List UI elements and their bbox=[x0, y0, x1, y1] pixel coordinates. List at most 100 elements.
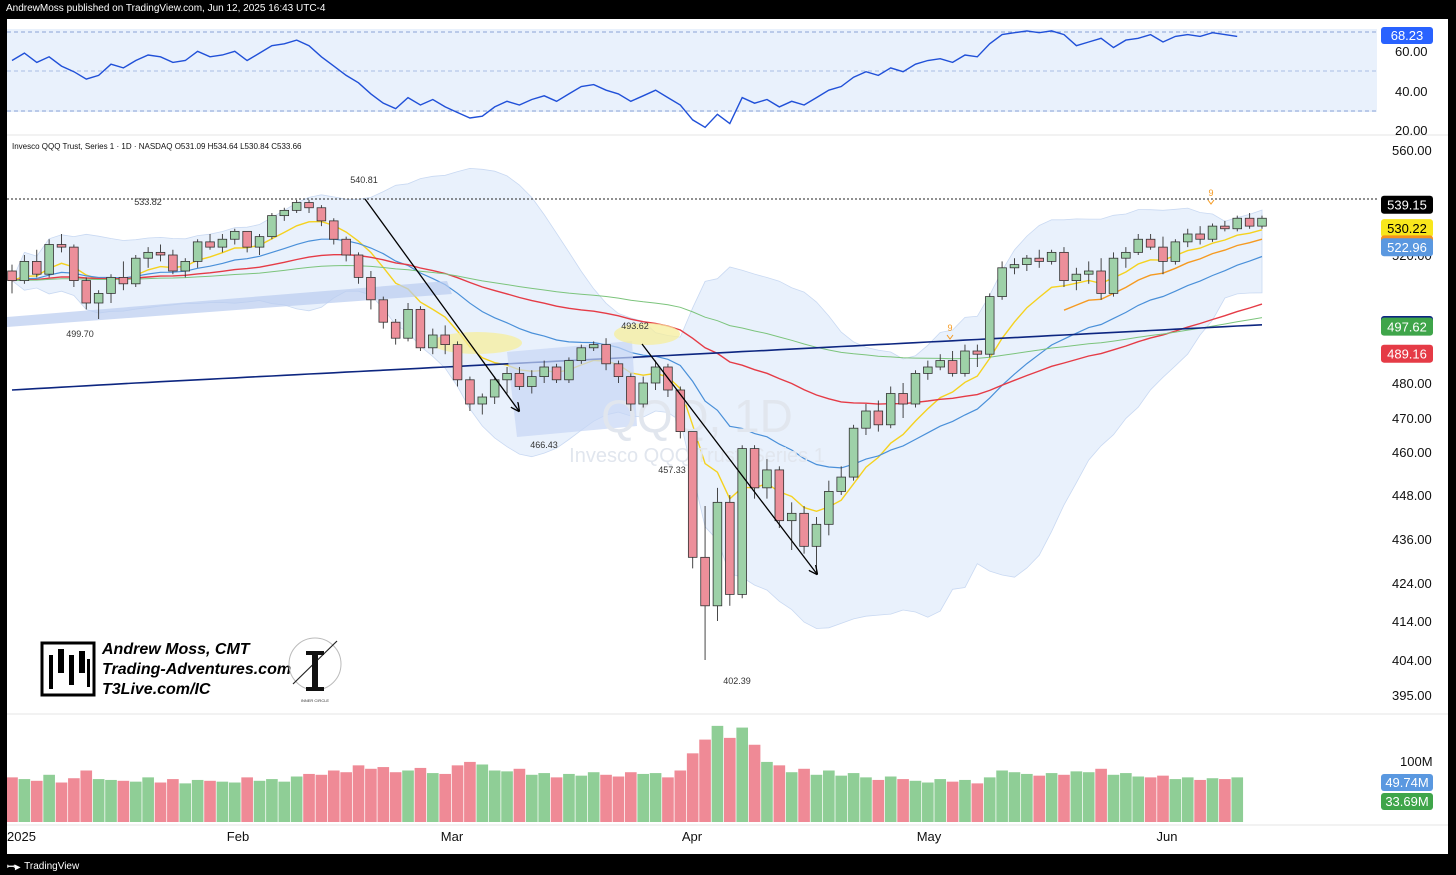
symbol-legend: Invesco QQQ Trust, Series 1 · 1D · NASDA… bbox=[12, 142, 302, 151]
chart-frame: QQQ, 1D Invesco QQQ Trust, Series 1 540.… bbox=[7, 19, 1448, 854]
candle bbox=[477, 393, 488, 415]
candle bbox=[1195, 226, 1205, 245]
moving-averages bbox=[11, 220, 1263, 513]
volume-bar bbox=[959, 779, 971, 822]
candle bbox=[539, 360, 549, 383]
candle bbox=[1183, 228, 1193, 248]
brand-site: Trading-Adventures.com bbox=[102, 661, 291, 678]
price-tag-label: 539.15 bbox=[1387, 198, 1427, 213]
candle bbox=[626, 373, 636, 411]
chart-canvas[interactable]: QQQ, 1D Invesco QQQ Trust, Series 1 540.… bbox=[7, 19, 1448, 854]
candle bbox=[836, 466, 846, 495]
candle bbox=[118, 261, 129, 291]
highlight-ellipse-2 bbox=[614, 323, 680, 345]
volume-bar bbox=[835, 775, 848, 822]
candle bbox=[19, 255, 30, 284]
volume-bar bbox=[934, 779, 947, 822]
volume-bar bbox=[451, 765, 464, 822]
price-tag: 497.62 bbox=[1381, 317, 1433, 336]
candle bbox=[279, 207, 290, 221]
candle bbox=[316, 205, 327, 227]
candle bbox=[947, 351, 958, 377]
volume-bar bbox=[1169, 779, 1182, 822]
candle bbox=[1207, 223, 1218, 242]
volume-bar bbox=[1008, 772, 1021, 822]
volume-bar bbox=[624, 772, 637, 822]
volume-bar bbox=[699, 739, 711, 822]
candle bbox=[267, 213, 277, 240]
rsi-tick-60: 60.00 bbox=[1395, 44, 1428, 59]
volume-bar bbox=[674, 770, 687, 822]
volume-bar bbox=[389, 772, 402, 822]
rsi-line bbox=[11, 30, 1238, 129]
candle bbox=[774, 466, 785, 528]
volume-bar bbox=[872, 779, 885, 822]
volume-bar bbox=[414, 767, 427, 822]
volume-bar bbox=[377, 767, 390, 822]
brand-site-2: T3Live.com/IC bbox=[102, 681, 211, 698]
volume-bar bbox=[18, 779, 31, 822]
volume-bar bbox=[1045, 773, 1058, 822]
volume-bar bbox=[587, 772, 600, 822]
candle bbox=[1158, 236, 1168, 275]
volume-bar bbox=[847, 773, 860, 822]
td-count-may: 9 bbox=[947, 323, 952, 333]
volume-bar bbox=[798, 768, 810, 822]
price-tag-label: 497.62 bbox=[1387, 320, 1427, 335]
volume-bar bbox=[1107, 774, 1120, 822]
candle bbox=[69, 244, 79, 287]
volume-bar bbox=[1144, 777, 1157, 822]
volume-bar bbox=[909, 780, 922, 822]
volume-bar bbox=[810, 774, 823, 822]
price-tick: 436.00 bbox=[1392, 532, 1432, 547]
volume-bar bbox=[426, 773, 439, 822]
volume-tag-2-label: 33.69M bbox=[1385, 794, 1428, 809]
td-arrow-may bbox=[946, 334, 954, 340]
volume-bar bbox=[612, 776, 625, 822]
candle bbox=[576, 344, 587, 364]
volume-bar bbox=[525, 774, 538, 822]
candle bbox=[1046, 249, 1057, 265]
candle bbox=[131, 255, 141, 287]
volume-bar bbox=[290, 776, 303, 822]
candle bbox=[564, 357, 574, 383]
candle bbox=[217, 234, 228, 253]
price-tick: 560.00 bbox=[1392, 143, 1432, 158]
price-tag-label: 530.22 bbox=[1387, 221, 1427, 236]
candle bbox=[960, 344, 970, 377]
candle bbox=[168, 249, 178, 275]
volume-bar bbox=[117, 780, 130, 822]
volume-bar bbox=[884, 776, 897, 822]
candle bbox=[1096, 258, 1106, 300]
volume-bar bbox=[439, 773, 451, 822]
td-count-jun: 9 bbox=[1208, 188, 1213, 198]
inner-circle-badge: INNER CIRCLE bbox=[288, 637, 342, 703]
volume-bar bbox=[761, 761, 773, 822]
time-label-apr: Apr bbox=[682, 829, 703, 844]
annotation-apr-low: 402.39 bbox=[723, 676, 751, 686]
volume-bar bbox=[637, 773, 650, 822]
price-tick: 404.00 bbox=[1392, 653, 1432, 668]
candle bbox=[1009, 258, 1020, 275]
candle bbox=[1034, 249, 1044, 268]
time-label-jun: Jun bbox=[1157, 829, 1178, 844]
badge-text: INNER CIRCLE bbox=[301, 698, 330, 703]
candle bbox=[242, 230, 252, 253]
candle bbox=[1220, 220, 1230, 232]
volume-bar bbox=[550, 777, 563, 822]
candle bbox=[799, 506, 809, 554]
time-label-feb: Feb bbox=[227, 829, 249, 844]
volume-bar bbox=[1157, 775, 1169, 822]
volume-bar bbox=[476, 764, 489, 822]
volume-bar bbox=[179, 783, 192, 822]
volume-bar bbox=[216, 781, 229, 822]
volume-bar bbox=[773, 765, 786, 822]
price-tick: 414.00 bbox=[1392, 614, 1432, 629]
volume-bar bbox=[736, 727, 749, 822]
candle bbox=[230, 228, 240, 245]
volume-bar bbox=[488, 770, 501, 822]
candle bbox=[353, 252, 364, 284]
candle bbox=[81, 277, 91, 310]
annotation-apr-pre: 457.33 bbox=[658, 465, 686, 475]
consolidation-band bbox=[507, 341, 637, 437]
